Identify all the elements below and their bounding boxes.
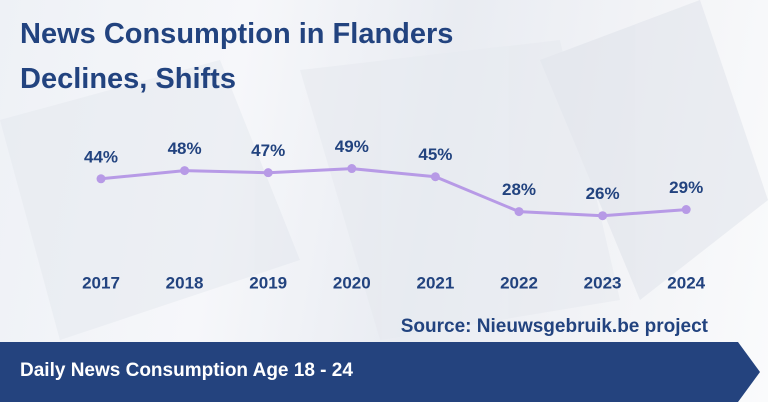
- data-point: [263, 168, 273, 178]
- data-point: [430, 172, 440, 182]
- data-point: [681, 205, 691, 215]
- data-label: 49%: [335, 137, 369, 156]
- paper-shape: [300, 40, 620, 340]
- data-label: 45%: [418, 145, 452, 164]
- data-point: [347, 164, 357, 174]
- data-point: [96, 174, 106, 184]
- chart-title: News Consumption in Flanders Declines, S…: [20, 18, 454, 95]
- paper-shape: [540, 0, 768, 300]
- x-tick-label: 2021: [416, 273, 454, 292]
- paper-shape: [0, 60, 300, 340]
- data-point: [514, 207, 524, 217]
- subtitle: Daily News Consumption Age 18 - 24: [20, 360, 353, 381]
- data-label: 29%: [669, 178, 703, 197]
- data-label: 44%: [84, 147, 118, 166]
- x-tick-label: 2024: [667, 273, 705, 292]
- data-point: [598, 211, 608, 221]
- data-label: 26%: [586, 184, 620, 203]
- x-tick-label: 2019: [249, 273, 287, 292]
- data-label: 47%: [251, 141, 285, 160]
- banner: [0, 342, 760, 402]
- x-tick-label: 2018: [166, 273, 204, 292]
- x-tick-label: 2023: [584, 273, 622, 292]
- x-tick-label: 2017: [82, 273, 120, 292]
- data-label: 48%: [168, 139, 202, 158]
- source-note: Source: Nieuwsgebruik.be project: [400, 316, 708, 337]
- data-line: [100, 167, 687, 218]
- data-label: 28%: [502, 180, 536, 199]
- x-tick-label: 2020: [333, 273, 371, 292]
- x-tick-label: 2022: [500, 273, 538, 292]
- data-point: [180, 166, 190, 176]
- background-paper: [0, 0, 768, 340]
